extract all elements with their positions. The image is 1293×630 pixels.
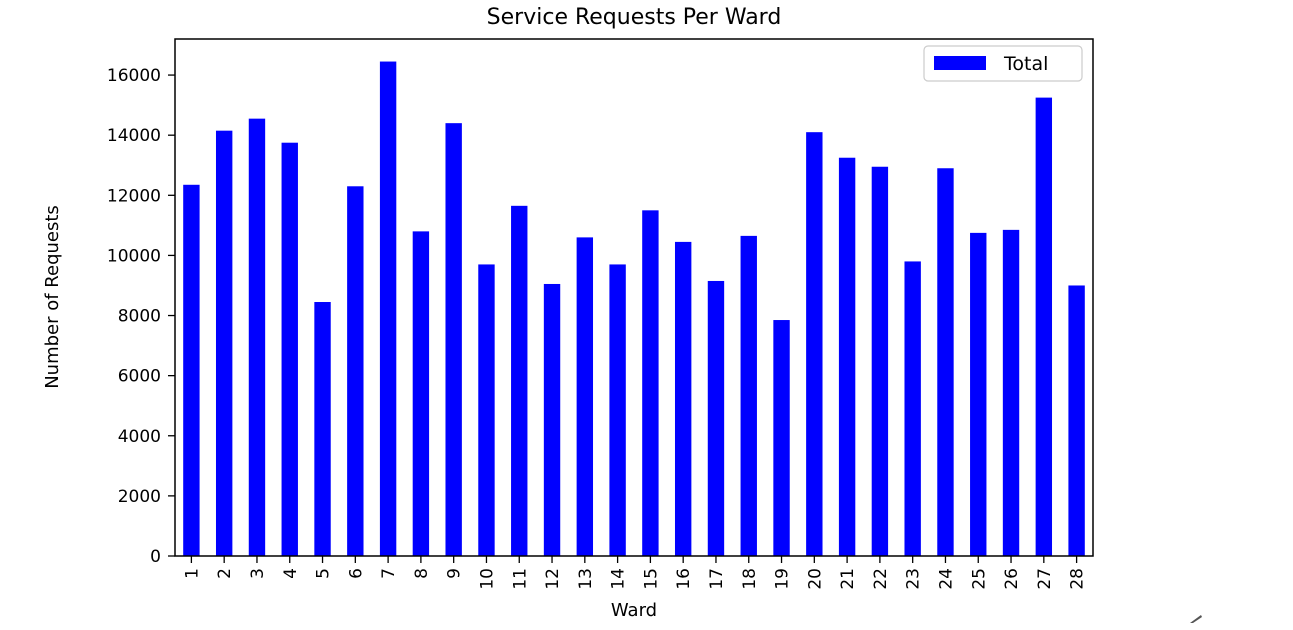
x-tick-label: 7 [379, 568, 399, 579]
bar-ward-28 [1068, 285, 1085, 556]
y-tick-label: 0 [150, 547, 161, 567]
bar-ward-3 [248, 118, 266, 557]
x-tick-label: 3 [248, 568, 268, 579]
bar-ward-16 [674, 241, 692, 556]
x-tick-label: 19 [773, 568, 793, 590]
bar-ward-12 [543, 283, 561, 556]
x-tick-label: 16 [674, 568, 694, 590]
y-axis-label: Number of Requests [42, 205, 63, 389]
x-tick-label: 12 [543, 568, 563, 590]
legend: Total [923, 45, 1083, 82]
bar-ward-15 [642, 210, 659, 556]
x-tick-label: 26 [1002, 568, 1022, 590]
bar-ward-9 [445, 123, 462, 557]
bar-ward-20 [806, 132, 823, 556]
bar-ward-26 [1002, 229, 1020, 556]
bar-ward-23 [904, 261, 921, 556]
x-axis: 1 2 3 4 5 6 7 8 9 10 11 12 13 14 15 16 17 18 19 20 21 22 23 24 2… [182, 556, 1088, 590]
x-tick-label: 10 [477, 568, 497, 590]
bar-ward-5 [314, 302, 331, 556]
bar-ward-11 [511, 205, 528, 556]
bars-group [183, 61, 1085, 557]
bar-ward-22 [871, 166, 889, 557]
bar-ward-13 [576, 237, 594, 556]
y-tick-label: 8000 [118, 307, 161, 327]
bar-ward-24 [937, 168, 954, 556]
x-tick-label: 9 [445, 568, 465, 579]
bar-ward-7 [379, 61, 397, 556]
x-tick-label: 23 [904, 568, 924, 590]
resize-grip-icon[interactable] [1189, 612, 1203, 624]
y-tick-label: 14000 [107, 126, 161, 146]
legend-swatch [934, 56, 986, 70]
x-tick-label: 8 [412, 568, 432, 579]
y-tick-label: 4000 [118, 427, 161, 447]
x-tick-label: 17 [707, 568, 727, 590]
legend-label: Total [1003, 53, 1048, 75]
bar-ward-14 [609, 264, 626, 556]
bar-ward-4 [281, 142, 298, 557]
x-tick-label: 14 [609, 568, 629, 590]
x-tick-label: 24 [936, 568, 956, 590]
bar-ward-8 [412, 231, 430, 557]
x-tick-label: 21 [838, 568, 858, 590]
y-tick-label: 16000 [107, 66, 161, 86]
legend-box [923, 45, 1083, 82]
x-tick-label: 22 [871, 568, 891, 590]
x-tick-label: 15 [641, 568, 661, 590]
chart-title: Service Requests Per Ward [487, 5, 782, 30]
x-tick-label: 1 [182, 568, 202, 579]
y-tick-label: 10000 [107, 246, 161, 266]
bar-ward-6 [347, 186, 364, 556]
bar-ward-21 [838, 157, 856, 556]
x-tick-label: 13 [576, 568, 596, 590]
bar-ward-10 [478, 264, 495, 556]
x-axis-label: Ward [611, 600, 657, 621]
y-tick-label: 12000 [107, 186, 161, 206]
y-axis: 0 2000 4000 6000 8000 10000 12000 14000 16000 [107, 66, 175, 567]
x-tick-label: 11 [510, 568, 530, 590]
bar-ward-27 [1035, 97, 1053, 556]
x-tick-label: 2 [215, 568, 235, 579]
x-tick-label: 6 [346, 568, 366, 579]
x-tick-label: 27 [1035, 568, 1055, 590]
x-tick-label: 5 [314, 568, 334, 579]
x-tick-label: 20 [805, 568, 825, 590]
plot-frame [174, 38, 1094, 557]
bar-ward-17 [707, 280, 725, 556]
bar-ward-2 [215, 130, 233, 557]
y-tick-label: 2000 [118, 487, 161, 507]
x-tick-label: 28 [1068, 568, 1088, 590]
y-tick-label: 6000 [118, 367, 161, 387]
bar-ward-1 [183, 184, 200, 556]
x-tick-label: 18 [740, 568, 760, 590]
x-tick-label: 25 [969, 568, 989, 590]
bar-ward-18 [740, 235, 757, 557]
bar-ward-19 [773, 320, 790, 556]
bar-ward-25 [970, 232, 987, 556]
x-tick-label: 4 [281, 568, 301, 579]
